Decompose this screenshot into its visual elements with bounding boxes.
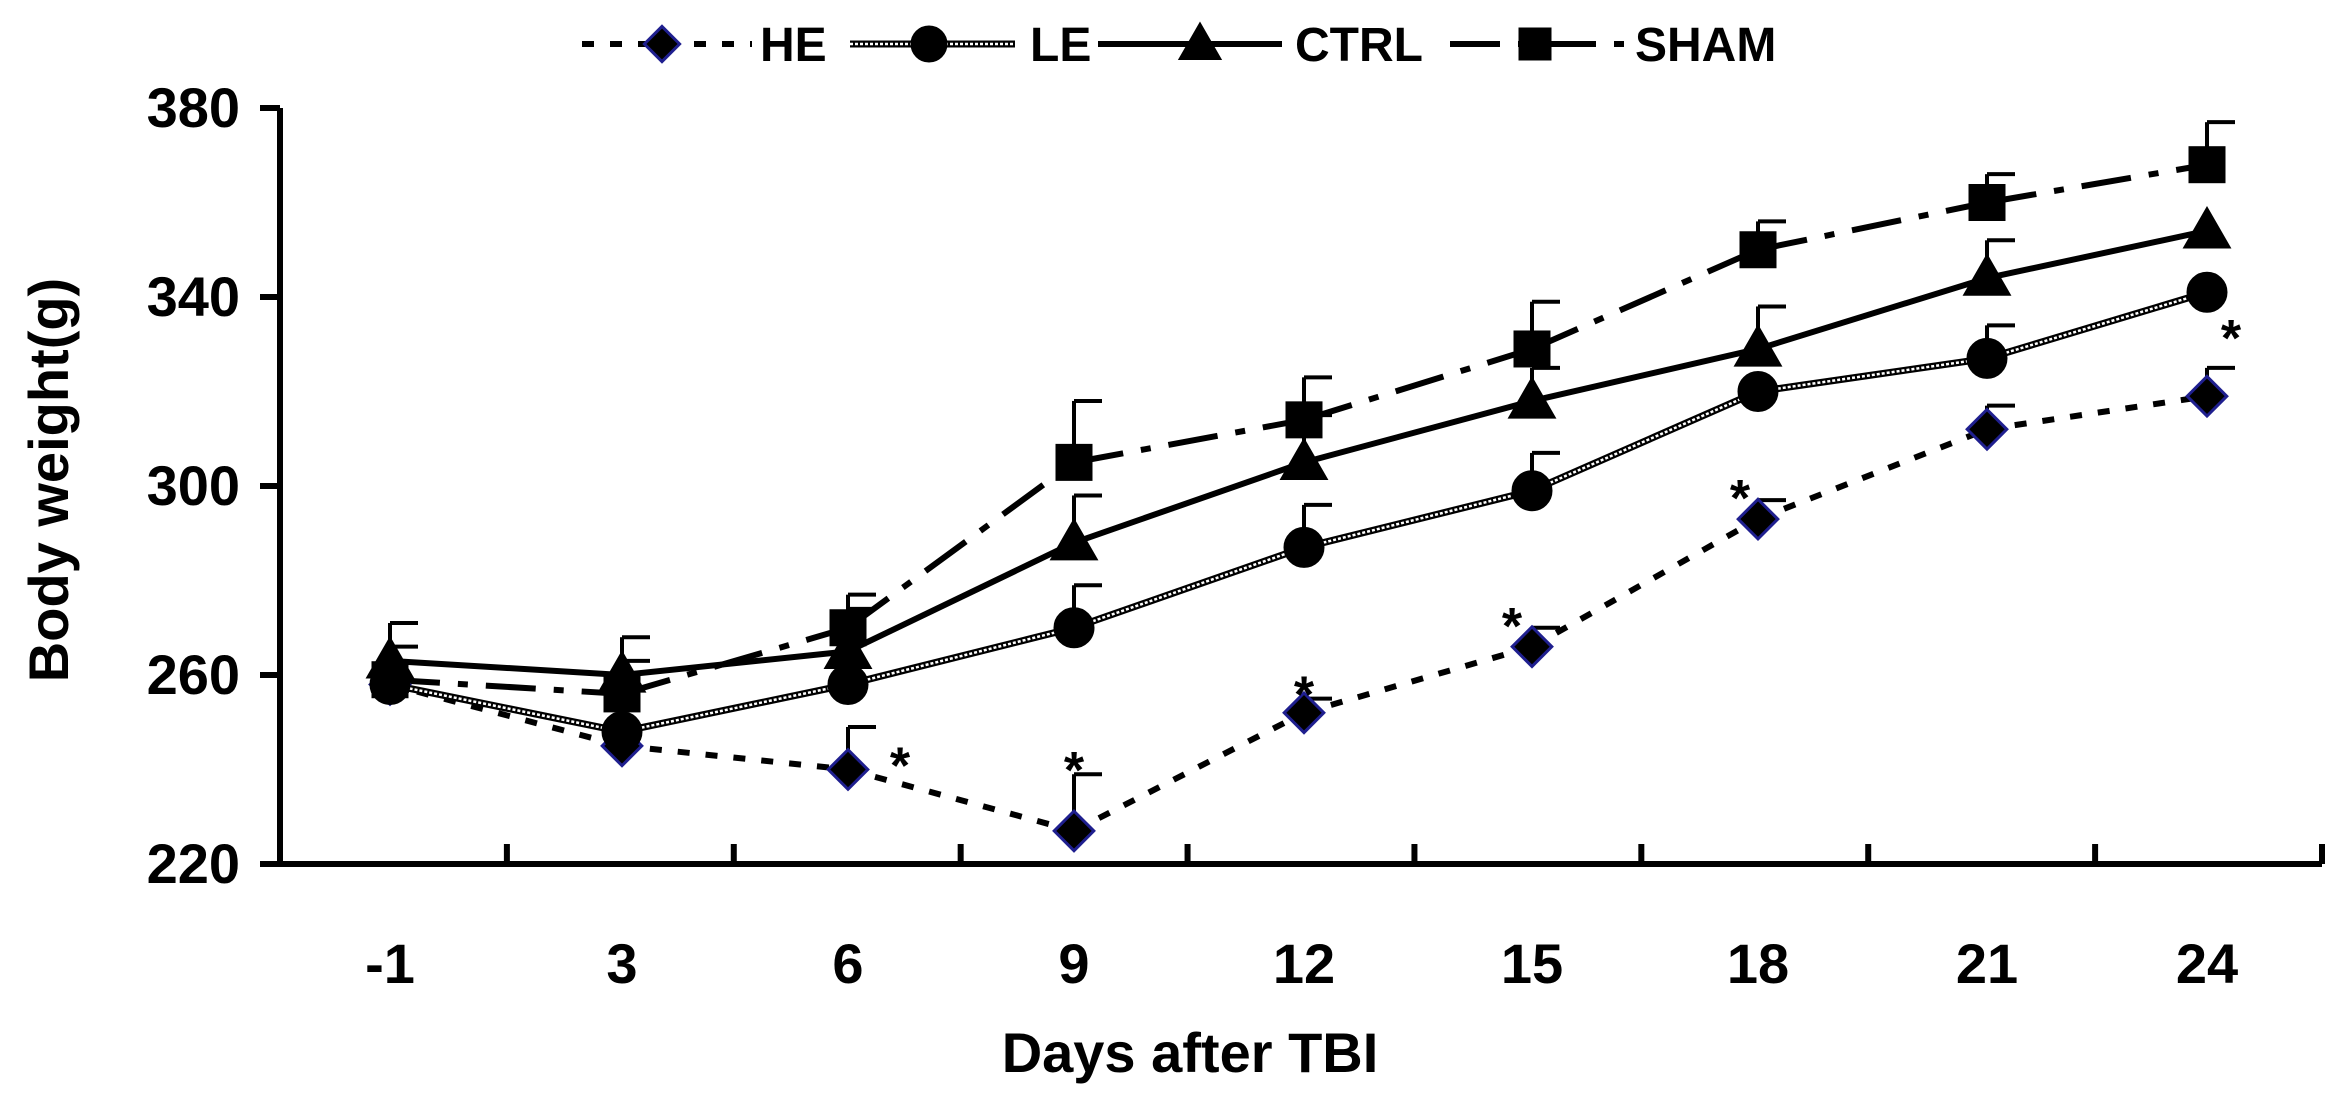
x-tick-label: 3 <box>606 932 637 995</box>
le-point <box>1737 371 1779 412</box>
he-line-segment <box>1072 710 1306 834</box>
sham-point <box>1285 401 1323 439</box>
he-point <box>1736 497 1780 541</box>
ctrl-line-segment <box>1073 459 1305 546</box>
significance-star: * <box>1502 598 1523 656</box>
legend-le-label: LE <box>1030 19 1091 72</box>
ctrl-point <box>1507 376 1557 419</box>
le-line-segment-inner <box>1531 390 1759 492</box>
sham-line-segment <box>1303 346 1533 423</box>
le-point <box>1283 526 1325 568</box>
x-tick-label: 6 <box>832 932 863 995</box>
le-point <box>1966 337 2008 379</box>
significance-star: * <box>1730 470 1751 528</box>
legend-ctrl-marker <box>1177 21 1223 60</box>
he-line-segment <box>1303 643 1533 716</box>
x-tick-label: 24 <box>2176 932 2238 995</box>
sham-line-segment <box>1530 247 1760 352</box>
he-line-segment <box>1986 393 2208 433</box>
he-line-segment <box>621 742 849 773</box>
sham-point <box>1513 330 1551 368</box>
sham-point <box>1968 184 2006 221</box>
sham-point <box>1739 231 1777 269</box>
sham-line-segment <box>846 459 1076 631</box>
x-tick-label: 18 <box>1727 932 1789 995</box>
he-point <box>826 747 870 792</box>
ctrl-line-segment <box>1986 227 2208 282</box>
ctrl-line-segment <box>846 539 1076 655</box>
le-point <box>827 663 869 705</box>
x-tick-label: 15 <box>1501 932 1563 995</box>
x-axis-label: Days after TBI <box>1002 1021 1379 1084</box>
sham-point <box>1055 443 1093 481</box>
sham-line-segment <box>621 624 849 697</box>
he-point <box>1965 407 2009 452</box>
y-tick-label: 260 <box>147 643 240 706</box>
le-line-segment-inner <box>1073 546 1305 629</box>
le-point <box>601 711 643 753</box>
y-tick-label: 300 <box>147 454 240 517</box>
ctrl-point <box>2182 205 2232 249</box>
x-tick-label: 12 <box>1273 932 1335 995</box>
x-tick-label: 21 <box>1956 932 2018 995</box>
sham-point <box>829 609 867 647</box>
le-point <box>1053 607 1095 649</box>
sham-point <box>371 661 409 699</box>
sham-line-segment <box>1986 161 2208 206</box>
le-point <box>2186 271 2228 313</box>
significance-star: * <box>1294 667 1315 725</box>
ctrl-line-segment <box>1757 275 1988 352</box>
y-tick-label: 220 <box>147 832 240 895</box>
series-lines <box>389 161 2209 834</box>
legend-sham-marker <box>1518 27 1552 61</box>
le-line-segment-inner <box>1303 489 1533 549</box>
legend-ctrl-label: CTRL <box>1295 19 1423 72</box>
le-point <box>1511 470 1553 512</box>
legend-he-marker <box>642 24 682 64</box>
he-point <box>1510 624 1554 669</box>
sham-point <box>2188 146 2226 184</box>
sham-line-segment <box>1073 416 1305 466</box>
significance-markers: * * * * * * <box>890 310 2242 800</box>
ctrl-point <box>1279 437 1329 481</box>
ctrl-point <box>1049 517 1099 561</box>
he-point <box>2185 374 2229 419</box>
ctrl-point <box>823 626 873 670</box>
ctrl-line-segment <box>1303 398 1533 466</box>
significance-star: * <box>890 738 911 796</box>
ctrl-point <box>1733 324 1783 367</box>
legend-he-label: HE <box>760 19 827 72</box>
he-point <box>1282 690 1326 735</box>
legend-le-marker <box>910 25 948 63</box>
le-line-segment-inner <box>1986 291 2208 360</box>
he-line-segment <box>847 766 1075 834</box>
x-tick-label: -1 <box>365 932 415 995</box>
y-axis-label: Body weight(g) <box>17 278 80 682</box>
y-tick-label: 340 <box>147 265 240 328</box>
le-line-segment-inner <box>1757 357 1988 393</box>
le-line-segment-inner <box>389 683 623 733</box>
he-line-segment <box>1530 516 1760 650</box>
legend: HE LE CTRL SHAM <box>582 19 1776 72</box>
le-line-segment-inner <box>847 626 1075 686</box>
ctrl-point <box>1962 253 2012 296</box>
sham-line-segment <box>389 676 623 697</box>
ctrl-line-segment <box>389 657 623 678</box>
axes: 220 260 300 340 380 -1 3 6 9 12 15 18 21 24 <box>147 76 2325 995</box>
series-markers <box>365 146 2232 853</box>
he-line-segment <box>1756 426 1989 522</box>
x-tick-label: 9 <box>1058 932 1089 995</box>
le-line-segment-inner <box>621 683 849 733</box>
sham-line-segment <box>1757 199 1988 253</box>
significance-star: * <box>2221 310 2242 368</box>
ctrl-line-segment <box>1531 346 1759 404</box>
sham-point <box>603 675 641 713</box>
legend-sham-label: SHAM <box>1635 19 1776 72</box>
he-point <box>1052 809 1096 853</box>
significance-star: * <box>1064 742 1085 800</box>
y-tick-label: 380 <box>147 76 240 139</box>
